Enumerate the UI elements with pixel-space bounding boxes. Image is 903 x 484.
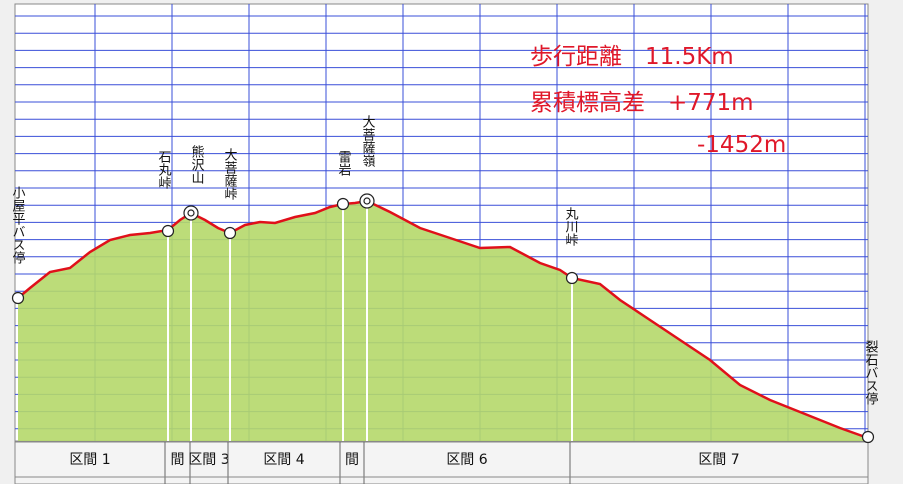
- waypoint-marker: [183, 205, 199, 221]
- waypoint-label: 大菩薩嶺: [360, 115, 376, 167]
- waypoint-lines: [167, 201, 573, 441]
- waypoint-label: 裂石バス停: [863, 340, 879, 405]
- distance-stat: 歩行距離 11.5Km: [530, 44, 734, 70]
- section-label: 間: [345, 452, 359, 468]
- section-label: 区間 6: [446, 452, 487, 468]
- waypoint-marker-inner: [363, 197, 371, 205]
- descent-stat: -1452m: [697, 132, 786, 158]
- waypoint-marker: [861, 430, 875, 444]
- waypoint-label: 大菩薩峠: [222, 148, 238, 200]
- waypoint-marker: [336, 197, 350, 211]
- waypoint-marker-inner: [187, 209, 195, 217]
- waypoint-marker: [11, 291, 25, 305]
- section-label: 区間 1: [69, 452, 110, 468]
- waypoint-label: 雷岩: [336, 150, 352, 176]
- section-label: 区間 4: [263, 452, 304, 468]
- section-label: 区間 7: [698, 452, 739, 468]
- ascent-stat: 累積標高差 +771m: [530, 90, 754, 116]
- section-label: 区間 3: [188, 452, 229, 468]
- waypoint-label: 石丸峠: [156, 150, 172, 189]
- waypoint-label: 小屋平バス停: [10, 186, 26, 264]
- waypoint-label: 丸川峠: [563, 207, 579, 246]
- waypoint-marker: [565, 271, 579, 285]
- waypoint-marker: [223, 226, 237, 240]
- section-label: 間: [171, 452, 185, 468]
- waypoint-label: 熊沢山: [189, 144, 205, 184]
- section-bar: [14, 441, 869, 484]
- waypoint-marker: [161, 224, 175, 238]
- waypoint-marker: [359, 193, 375, 209]
